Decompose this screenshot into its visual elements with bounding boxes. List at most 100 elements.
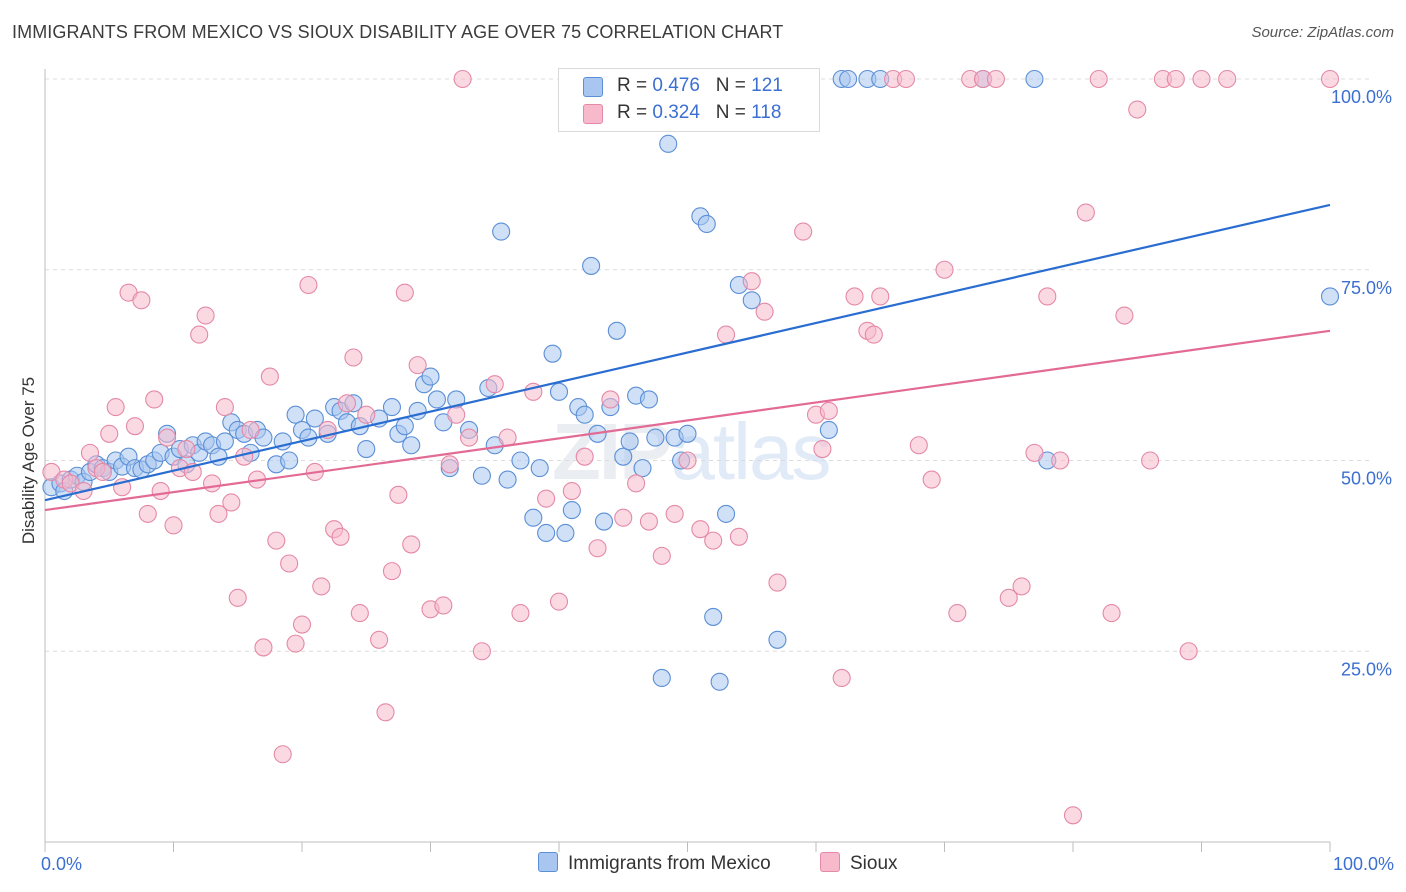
point-sioux-56 <box>434 596 453 615</box>
point-sioux-24 <box>209 504 228 523</box>
point-sioux-79 <box>704 531 723 550</box>
point-mexico-85 <box>639 390 659 409</box>
point-sioux-76 <box>665 504 684 523</box>
point-mexico-76 <box>582 256 601 275</box>
watermark-zip: ZIP <box>552 407 672 496</box>
point-mexico-47 <box>357 440 376 459</box>
point-mexico-64 <box>492 222 511 241</box>
watermark: ZIPatlas <box>552 406 831 498</box>
point-sioux-77 <box>678 451 697 470</box>
point-sioux-58 <box>447 405 466 424</box>
stats-legend: R = 0.476 N = 121 R = 0.324 N = 118 <box>558 68 820 132</box>
point-sioux-89 <box>819 401 838 420</box>
point-sioux-54 <box>408 356 427 375</box>
point-mexico-51 <box>395 417 414 436</box>
point-mexico-67 <box>524 508 543 527</box>
legend-item-mexico[interactable]: Immigrants from Mexico <box>538 852 771 875</box>
point-sioux-7 <box>100 424 119 443</box>
point-sioux-8 <box>106 398 125 417</box>
point-sioux-38 <box>299 275 318 295</box>
point-mexico-87 <box>652 668 671 688</box>
point-sioux-98 <box>922 470 941 489</box>
point-sioux-73 <box>627 474 646 493</box>
point-sioux-49 <box>376 703 395 722</box>
point-mexico-61 <box>472 466 491 485</box>
point-sioux-90 <box>832 668 851 688</box>
y-tick-label-0: 25.0% <box>1341 659 1392 679</box>
point-sioux-70 <box>588 539 607 558</box>
point-mexico-93 <box>697 214 716 234</box>
point-sioux-74 <box>639 512 659 531</box>
point-sioux-35 <box>280 554 299 573</box>
point-sioux-84 <box>768 573 787 592</box>
point-sioux-50 <box>382 562 402 581</box>
chart-title: IMMIGRANTS FROM MEXICO VS SIOUX DISABILI… <box>12 22 784 42</box>
point-sioux-11 <box>125 417 144 436</box>
point-sioux-15 <box>151 481 170 501</box>
point-sioux-66 <box>537 489 556 508</box>
point-mexico-56 <box>427 390 446 409</box>
point-sioux-31 <box>254 638 273 657</box>
point-mexico-110 <box>1320 287 1340 306</box>
point-sioux-82 <box>742 272 761 291</box>
point-mexico-94 <box>704 607 723 626</box>
legend-item-sioux[interactable]: Sioux <box>820 852 898 875</box>
point-sioux-27 <box>228 588 247 607</box>
y-tick-label-2: 75.0% <box>1341 278 1392 298</box>
point-sioux-19 <box>177 440 196 459</box>
point-sioux-12 <box>132 291 151 310</box>
point-mexico-84 <box>633 459 652 478</box>
point-sioux-45 <box>344 348 363 367</box>
trend-line-mexico <box>44 203 1331 502</box>
point-sioux-61 <box>472 642 491 661</box>
point-sioux-67 <box>549 592 569 611</box>
point-sioux-44 <box>337 394 357 413</box>
point-sioux-75 <box>652 546 671 565</box>
point-sioux-119 <box>1192 69 1211 89</box>
point-mexico-65 <box>498 470 517 489</box>
point-sioux-17 <box>164 516 183 535</box>
point-mexico-81 <box>614 447 633 466</box>
legend-label-mexico: Immigrants from Mexico <box>568 853 771 874</box>
point-mexico-100 <box>768 630 787 649</box>
y-tick-label-1: 50.0% <box>1341 469 1392 489</box>
point-sioux-100 <box>948 604 967 623</box>
point-sioux-81 <box>729 527 748 546</box>
point-mexico-52 <box>402 436 421 455</box>
point-sioux-69 <box>575 447 594 466</box>
point-sioux-4 <box>80 443 100 462</box>
point-sioux-114 <box>1128 100 1147 119</box>
point-sioux-117 <box>1166 69 1185 89</box>
point-sioux-94 <box>871 287 890 306</box>
point-sioux-13 <box>138 504 157 523</box>
point-sioux-78 <box>691 520 710 539</box>
point-sioux-118 <box>1179 642 1198 661</box>
point-sioux-80 <box>716 325 736 344</box>
point-mexico-36 <box>280 451 299 470</box>
point-sioux-83 <box>755 302 774 321</box>
point-mexico-66 <box>511 451 530 470</box>
point-sioux-96 <box>896 69 916 89</box>
point-mexico-102 <box>819 420 838 440</box>
y-axis-label: Disability Age Over 75 <box>19 377 38 544</box>
point-sioux-32 <box>260 367 279 386</box>
point-mexico-49 <box>382 398 402 417</box>
point-mexico-75 <box>575 405 594 424</box>
point-mexico-82 <box>620 432 639 451</box>
stats-text-sioux: R = 0.324 N = 118 <box>617 102 782 123</box>
series-legend: Immigrants from Mexico Sioux <box>0 852 1406 876</box>
point-mexico-27 <box>215 432 234 451</box>
point-sioux-91 <box>845 287 864 306</box>
point-sioux-34 <box>273 745 292 764</box>
source-credit: Source: ZipAtlas.com <box>1251 24 1394 41</box>
point-mexico-40 <box>305 409 324 428</box>
point-mexico-86 <box>646 428 665 447</box>
point-sioux-47 <box>357 405 376 424</box>
point-sioux-71 <box>601 390 620 409</box>
point-sioux-14 <box>145 390 164 409</box>
point-sioux-64 <box>511 604 530 623</box>
point-sioux-57 <box>440 455 459 474</box>
point-mexico-96 <box>716 504 736 523</box>
point-sioux-111 <box>1089 69 1108 89</box>
point-mexico-91 <box>678 424 697 443</box>
